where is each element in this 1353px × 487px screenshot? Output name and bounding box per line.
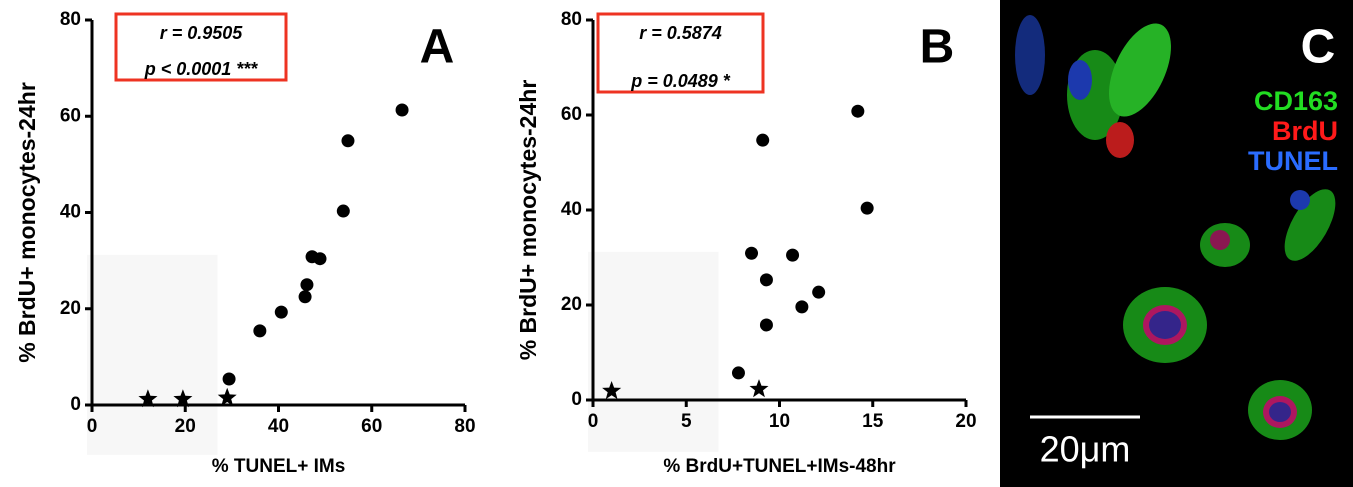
star-point <box>602 381 622 400</box>
y-tick-label: 40 <box>561 199 582 220</box>
annotation: p = 0.0489 * <box>630 71 731 91</box>
scale-bar-label: 20μm <box>1040 429 1131 470</box>
point <box>274 305 288 319</box>
y-tick-label: 60 <box>60 105 81 126</box>
annotation: r = 0.5874 <box>639 23 722 43</box>
x-tick-label: 20 <box>955 411 976 432</box>
x-tick-label: 80 <box>454 416 475 437</box>
panel-label: B <box>920 21 955 74</box>
point <box>745 246 759 260</box>
point <box>313 252 327 266</box>
background-shade <box>87 254 218 455</box>
background-shade <box>588 251 719 452</box>
panel-label: A <box>420 21 455 74</box>
x-tick-label: 40 <box>268 416 289 437</box>
x-tick-label: 0 <box>87 416 98 437</box>
micrograph-cells <box>1015 15 1336 440</box>
x-tick-label: 15 <box>862 411 884 432</box>
point <box>298 290 312 304</box>
panel-label: C <box>1301 21 1336 74</box>
channel-label: TUNEL <box>1248 146 1338 176</box>
point <box>759 273 773 287</box>
channel-label: BrdU <box>1272 116 1338 146</box>
point <box>222 372 236 386</box>
annotation: p < 0.0001 *** <box>144 59 259 79</box>
point <box>253 324 267 338</box>
x-tick-label: 10 <box>769 411 790 432</box>
point <box>731 366 745 380</box>
point <box>786 248 800 262</box>
point <box>851 104 865 118</box>
y-tick-label: 80 <box>60 9 81 30</box>
point <box>300 278 314 292</box>
star-point <box>173 389 193 408</box>
point <box>860 201 874 215</box>
y-tick-label: 20 <box>561 294 582 315</box>
point <box>341 134 355 148</box>
y-tick-label: 60 <box>561 104 582 125</box>
x-tick-label: 20 <box>175 416 196 437</box>
star-point <box>217 387 237 406</box>
point <box>756 133 770 147</box>
y-tick-label: 80 <box>561 9 582 30</box>
y-tick-label: 40 <box>60 202 81 223</box>
point <box>336 204 350 218</box>
point <box>395 103 409 117</box>
y-tick-label: 20 <box>60 298 81 319</box>
point <box>795 300 809 314</box>
y-tick-label: 0 <box>571 389 582 410</box>
channel-label: CD163 <box>1254 86 1338 116</box>
annotation-box <box>596 12 765 94</box>
annotation-box <box>114 12 288 82</box>
star-point <box>749 379 769 398</box>
x-tick-label: 0 <box>588 411 599 432</box>
x-tick-label: 5 <box>681 411 692 432</box>
y-axis-label: % BrdU+ monocytes-24hr <box>14 82 40 363</box>
x-axis-label: % BrdU+TUNEL+IMs-48hr <box>663 456 896 477</box>
x-axis-label: % TUNEL+ IMs <box>212 456 346 477</box>
x-tick-label: 60 <box>361 416 382 437</box>
y-tick-label: 0 <box>70 394 81 415</box>
y-axis-label: % BrdU+ monocytes-24hr <box>515 80 541 361</box>
annotation: r = 0.9505 <box>160 23 244 43</box>
star-point <box>138 389 158 408</box>
point <box>759 318 773 332</box>
point <box>812 285 826 299</box>
